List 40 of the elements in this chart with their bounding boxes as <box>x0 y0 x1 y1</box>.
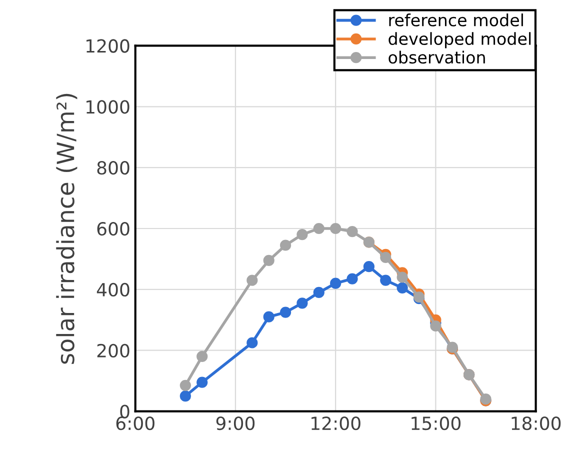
point <box>330 222 342 234</box>
point <box>280 306 292 318</box>
point <box>380 252 392 263</box>
y-axis-title: solar irradiance (W/m²) <box>56 94 78 364</box>
point <box>363 261 375 272</box>
x-tick-label: 15:00 <box>412 416 461 430</box>
point <box>280 240 292 251</box>
y-tick-label: 800 <box>97 161 130 175</box>
point <box>346 273 358 284</box>
point <box>246 274 258 286</box>
y-tick-label: 400 <box>96 282 130 297</box>
legend-label: observation <box>388 50 485 64</box>
point <box>263 311 274 322</box>
point <box>180 390 191 402</box>
y-tick-label: 1000 <box>86 100 130 114</box>
point <box>396 282 408 294</box>
point <box>180 380 191 391</box>
y-tick-label: 0 <box>120 404 130 418</box>
y-tick-label: 600 <box>97 222 130 236</box>
x-tick-label: 9:00 <box>216 416 255 430</box>
point <box>313 286 324 298</box>
point <box>196 350 208 362</box>
legend-label: reference model <box>389 13 523 26</box>
point <box>396 272 408 283</box>
point <box>380 274 392 286</box>
y-tick-label: 1200 <box>86 39 130 53</box>
point <box>313 222 324 234</box>
legend-label: developed model <box>388 32 531 48</box>
x-tick-label: 6:00 <box>116 416 154 430</box>
point <box>263 254 274 266</box>
x-tick-label: 12:00 <box>312 416 360 430</box>
point <box>330 278 342 289</box>
y-tick-label: 200 <box>97 344 130 358</box>
x-tick-label: 18:00 <box>512 416 561 430</box>
point <box>346 226 358 238</box>
point <box>430 320 442 332</box>
point <box>196 376 208 388</box>
point <box>296 229 308 240</box>
point <box>296 298 308 309</box>
point <box>246 337 258 348</box>
